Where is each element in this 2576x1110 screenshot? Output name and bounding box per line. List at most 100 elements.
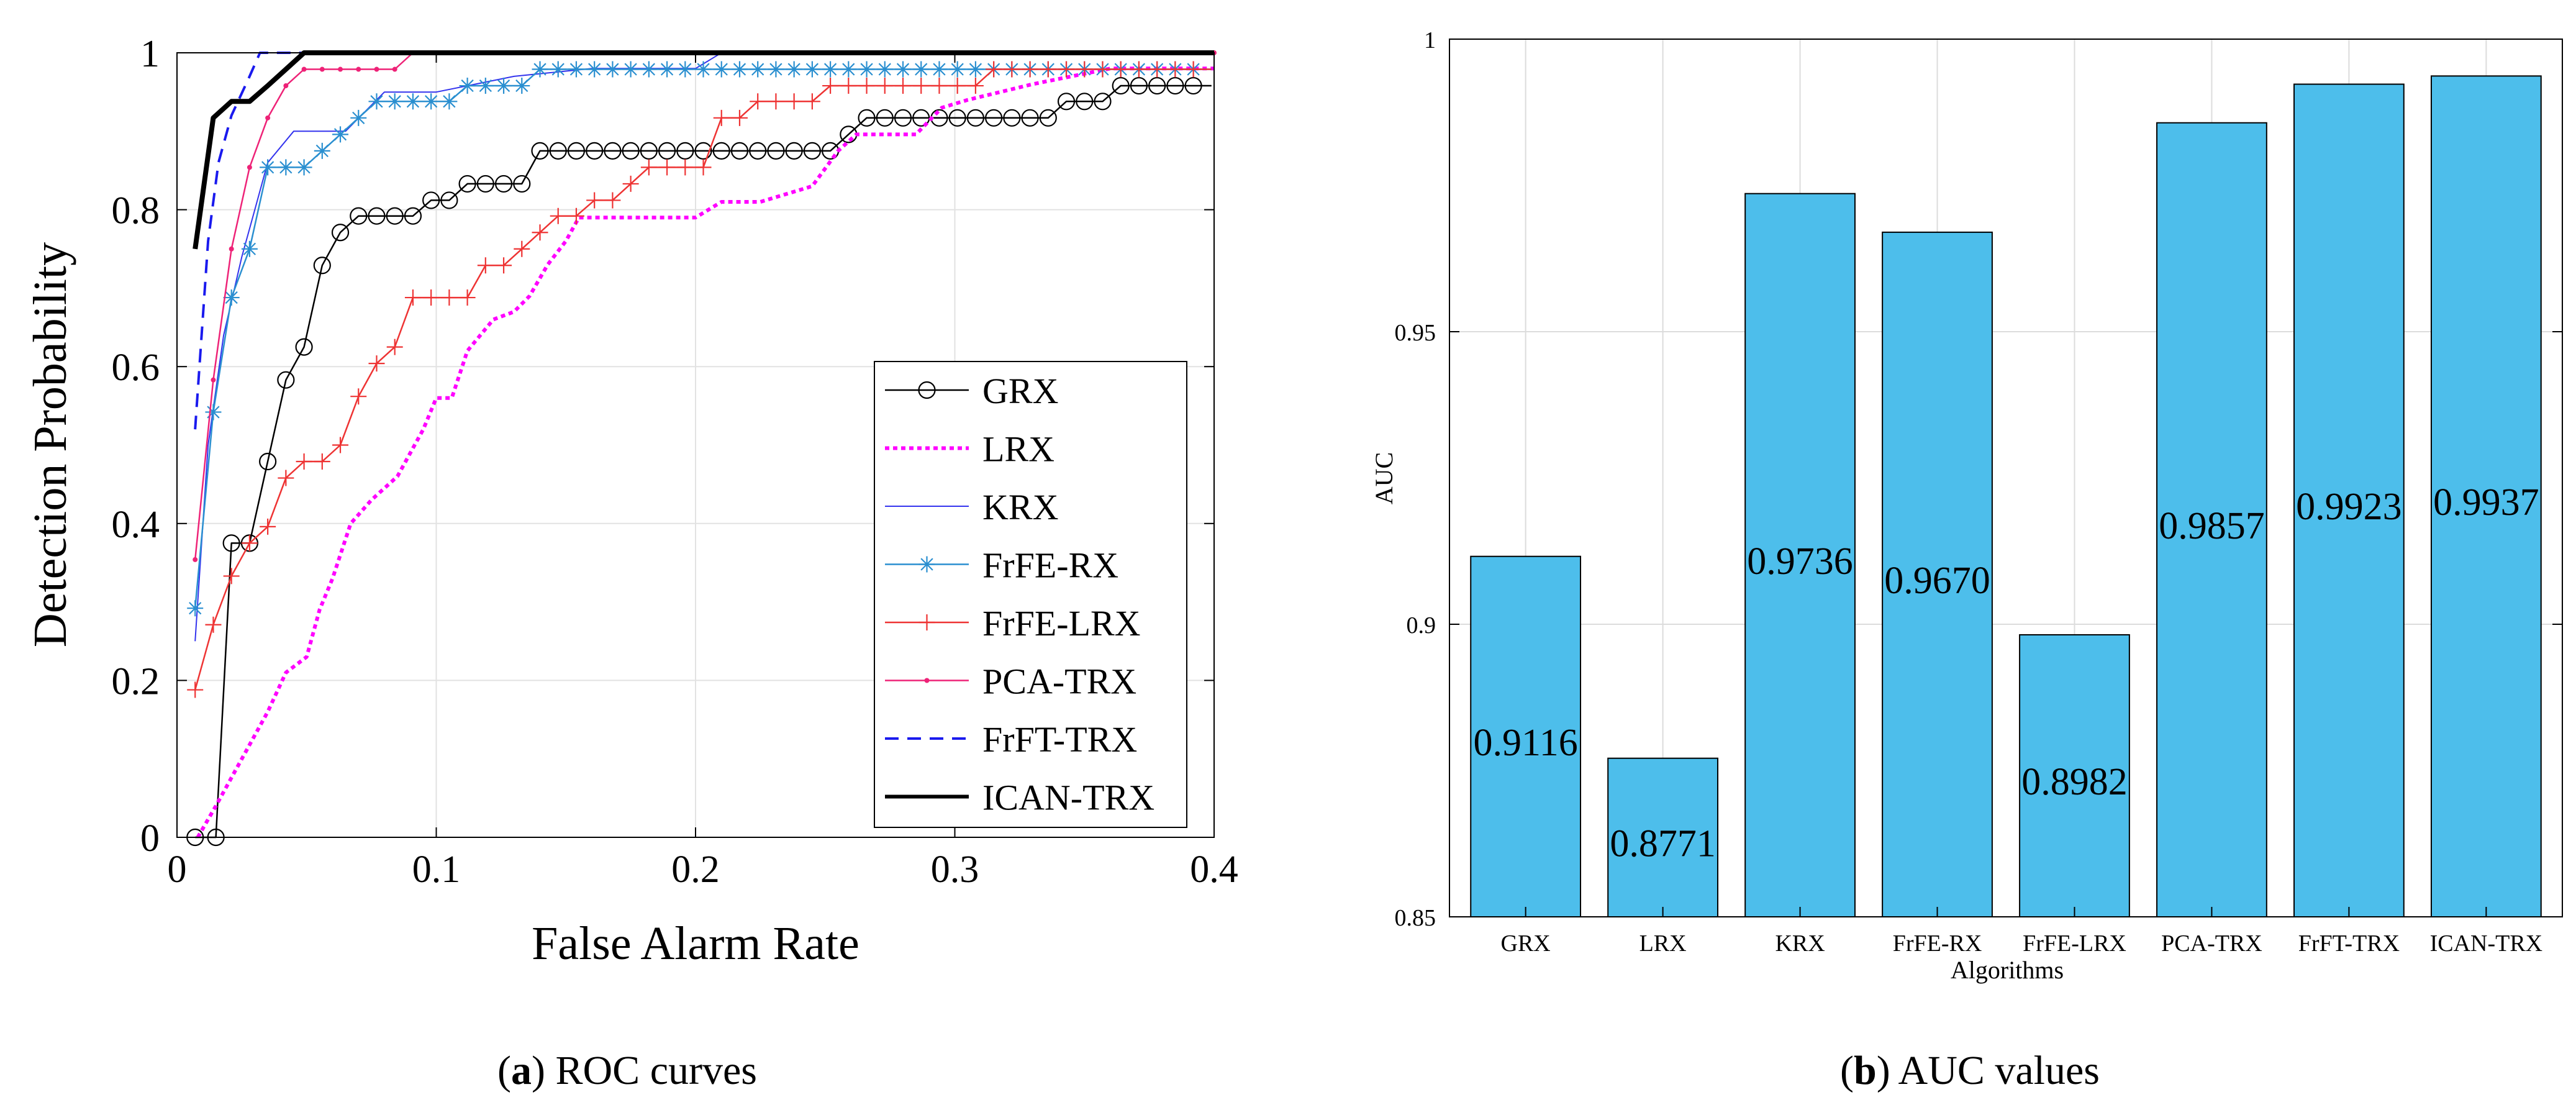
roc-point-frfe-lrx xyxy=(459,289,476,306)
roc-point-grx xyxy=(1094,93,1112,111)
roc-point-grx xyxy=(1076,93,1094,111)
roc-point-frfe-lrx xyxy=(1149,61,1166,78)
roc-point-pca-trx xyxy=(229,246,234,252)
roc-point-frfe-lrx xyxy=(967,78,984,94)
legend-marker-frfe-lrx xyxy=(918,614,935,630)
roc-point-frfe-rx xyxy=(296,159,312,176)
roc-point-grx xyxy=(749,142,767,160)
roc-point-grx xyxy=(1166,76,1184,95)
auc-bar-ican-trx xyxy=(2430,75,2542,918)
roc-y-tick-label: 1 xyxy=(140,33,160,75)
auc-x-tick-label-frfe-lrx: FrFE-LRX xyxy=(2023,930,2126,957)
auc-plot-border xyxy=(1449,39,2563,917)
roc-point-frfe-rx xyxy=(640,61,657,78)
roc-point-frfe-lrx xyxy=(913,78,930,94)
legend-label-grx: GRX xyxy=(982,371,1058,411)
roc-point-frfe-lrx xyxy=(386,339,403,355)
auc-value-label-grx: 0.9116 xyxy=(1474,722,1578,764)
roc-point-frfe-rx xyxy=(858,61,875,78)
roc-series-frfe-lrx xyxy=(187,61,1212,698)
roc-point-frfe-rx xyxy=(967,61,984,78)
roc-point-frfe-rx xyxy=(786,61,802,78)
roc-point-grx xyxy=(494,175,513,193)
roc-point-grx xyxy=(658,142,676,160)
roc-point-frfe-lrx xyxy=(731,109,748,126)
roc-point-frfe-rx xyxy=(314,142,330,159)
roc-point-frfe-lrx xyxy=(768,93,784,110)
roc-point-frfe-lrx xyxy=(477,257,494,274)
auc-x-tick-label-krx: KRX xyxy=(1775,930,1825,957)
roc-point-frfe-rx xyxy=(332,126,349,143)
roc-point-frfe-rx xyxy=(241,240,258,257)
roc-point-frfe-rx xyxy=(840,61,857,78)
roc-point-frfe-lrx xyxy=(750,93,766,110)
roc-point-frfe-lrx xyxy=(1022,61,1038,78)
roc-point-frfe-rx xyxy=(677,61,694,78)
roc-point-frfe-lrx xyxy=(1094,61,1111,78)
roc-point-frfe-rx xyxy=(876,61,893,78)
legend-marker-frfe-rx xyxy=(918,556,935,573)
roc-line-krx xyxy=(194,52,1214,642)
roc-point-frfe-lrx xyxy=(840,78,857,94)
roc-chart: 0 0.1 0.2 0.3 0.4 0 0.2 0.4 0.6 0.8 1 False Alarm … xyxy=(24,33,1238,970)
roc-point-frfe-lrx xyxy=(441,289,458,306)
roc-point-frfe-lrx xyxy=(1058,61,1075,78)
roc-point-frfe-lrx xyxy=(949,78,966,94)
roc-point-frfe-rx xyxy=(532,61,548,78)
roc-point-grx xyxy=(1003,109,1021,127)
auc-y-tick-label: 1 xyxy=(1424,27,1436,53)
roc-point-frfe-lrx xyxy=(187,681,204,698)
roc-point-grx xyxy=(640,142,658,160)
auc-x-tick-label-pca-trx: PCA-TRX xyxy=(2161,930,2262,957)
roc-point-frfe-rx xyxy=(404,93,421,110)
roc-point-frfe-rx xyxy=(931,61,948,78)
auc-x-tick-label-lrx: LRX xyxy=(1639,930,1687,957)
auc-value-label-lrx: 0.8771 xyxy=(1610,822,1716,865)
roc-point-pca-trx xyxy=(301,66,307,72)
legend-label-ican-trx: ICAN-TRX xyxy=(982,778,1154,818)
roc-point-grx xyxy=(350,207,368,225)
roc-point-frfe-lrx xyxy=(423,289,440,306)
roc-point-frfe-lrx xyxy=(514,240,530,257)
roc-point-pca-trx xyxy=(247,165,252,170)
roc-point-grx xyxy=(985,109,1003,127)
roc-point-grx xyxy=(712,142,730,160)
auc-bar-lrx xyxy=(1607,757,1718,918)
roc-point-frfe-lrx xyxy=(568,207,584,224)
roc-point-grx xyxy=(222,534,240,552)
roc-point-grx xyxy=(404,207,422,225)
legend-marker-grx xyxy=(918,381,936,399)
roc-point-frfe-rx xyxy=(386,93,403,110)
roc-point-frfe-rx xyxy=(423,93,440,110)
roc-point-grx xyxy=(858,109,876,127)
auc-x-tick-label-frfe-rx: FrFE-RX xyxy=(1893,930,1982,957)
roc-point-grx xyxy=(458,175,476,193)
roc-point-pca-trx xyxy=(374,66,379,72)
roc-y-axis-label: Detection Probability xyxy=(24,242,76,647)
auc-value-label-pca-trx: 0.9857 xyxy=(2159,505,2265,547)
roc-point-grx xyxy=(966,109,985,127)
roc-y-tick-label: 0.8 xyxy=(112,190,160,232)
auc-bar-frft-trx xyxy=(2293,83,2405,917)
roc-point-frfe-lrx xyxy=(260,518,276,535)
roc-legend-box xyxy=(874,361,1187,828)
roc-point-frfe-rx xyxy=(278,159,294,176)
roc-point-frfe-lrx xyxy=(1004,61,1020,78)
roc-y-tick-label: 0.4 xyxy=(112,504,160,546)
roc-point-grx xyxy=(440,191,458,209)
roc-point-frfe-lrx xyxy=(858,78,875,94)
roc-point-frfe-lrx xyxy=(804,93,820,110)
auc-y-tick-label: 0.9 xyxy=(1407,612,1436,639)
roc-point-frfe-lrx xyxy=(223,568,240,585)
roc-point-pca-trx xyxy=(265,115,271,121)
roc-point-grx xyxy=(549,142,567,160)
roc-point-frfe-rx xyxy=(350,109,367,126)
auc-y-axis-label: AUC xyxy=(1370,452,1398,504)
roc-point-frfe-lrx xyxy=(496,257,512,274)
roc-point-frfe-rx xyxy=(695,61,712,78)
roc-x-tick-label: 0.4 xyxy=(1190,848,1238,891)
roc-point-grx xyxy=(422,191,440,209)
roc-point-frfe-lrx xyxy=(822,78,839,94)
roc-point-frfe-rx xyxy=(514,78,530,94)
roc-point-pca-trx xyxy=(211,377,216,383)
